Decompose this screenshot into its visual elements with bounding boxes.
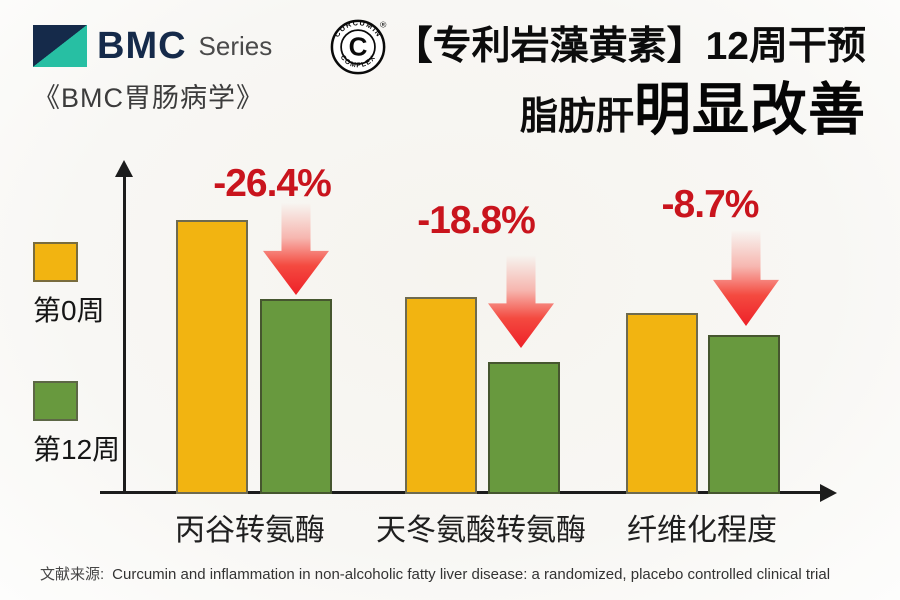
down-arrow-icon-1 xyxy=(263,203,329,295)
x-axis-arrow-icon xyxy=(820,484,837,502)
bar-week12-2 xyxy=(488,362,560,494)
change-label-2: -18.8% xyxy=(417,199,536,242)
change-label-1: -26.4% xyxy=(213,162,332,205)
title-line2-emphasis: 明显改善 xyxy=(634,78,866,142)
bar-week0-3 xyxy=(626,313,698,494)
bmc-wordmark: BMC xyxy=(97,25,187,67)
title-line2-prefix: 脂肪肝 xyxy=(519,96,634,138)
bmc-brand: BMC Series 《BMC胃肠病学》 xyxy=(33,25,272,115)
category-label-2: 天冬氨酸转氨酶 xyxy=(376,514,586,547)
legend-item-week0: 第0周 xyxy=(33,242,105,329)
category-label-1: 丙谷转氨酶 xyxy=(175,514,325,547)
source-label: 文献来源: xyxy=(40,566,105,583)
legend-swatch-week0 xyxy=(33,242,78,282)
registered-mark: ® xyxy=(380,20,387,30)
bar-week0-2 xyxy=(405,297,477,494)
source-line: 文献来源: Curcumin and inflammation in non-al… xyxy=(40,563,830,584)
bar-week12-3 xyxy=(708,335,780,494)
source-text: Curcumin and inflammation in non-alcohol… xyxy=(112,566,831,583)
title-line1: 【专利岩藻黄素】12周干预 xyxy=(393,24,866,68)
down-arrow-icon-2 xyxy=(488,255,554,348)
legend-swatch-week12 xyxy=(33,381,78,421)
curcumin-complex-badge-icon: CURCUMIN COMPLEX C ® xyxy=(330,18,387,75)
y-axis xyxy=(123,176,126,494)
down-arrow-icon-3 xyxy=(713,230,779,326)
bar-week0-1 xyxy=(176,220,248,494)
y-axis-arrow-icon xyxy=(115,160,133,177)
bar-week12-1 xyxy=(260,299,332,494)
legend-item-week12: 第12周 xyxy=(33,381,120,468)
title-block: CURCUMIN COMPLEX C ® 【专利岩藻黄素】12周干预 脂肪肝 明… xyxy=(330,18,866,140)
change-label-3: -8.7% xyxy=(661,183,760,226)
bmc-logo-icon xyxy=(33,25,87,67)
legend-label-week0: 第0周 xyxy=(33,295,105,326)
category-label-3: 纤维化程度 xyxy=(627,514,777,547)
journal-name: 《BMC胃肠病学》 xyxy=(33,83,264,113)
badge-letter: C xyxy=(348,32,367,62)
legend-label-week12: 第12周 xyxy=(33,434,121,465)
bmc-series-label: Series xyxy=(198,31,273,61)
